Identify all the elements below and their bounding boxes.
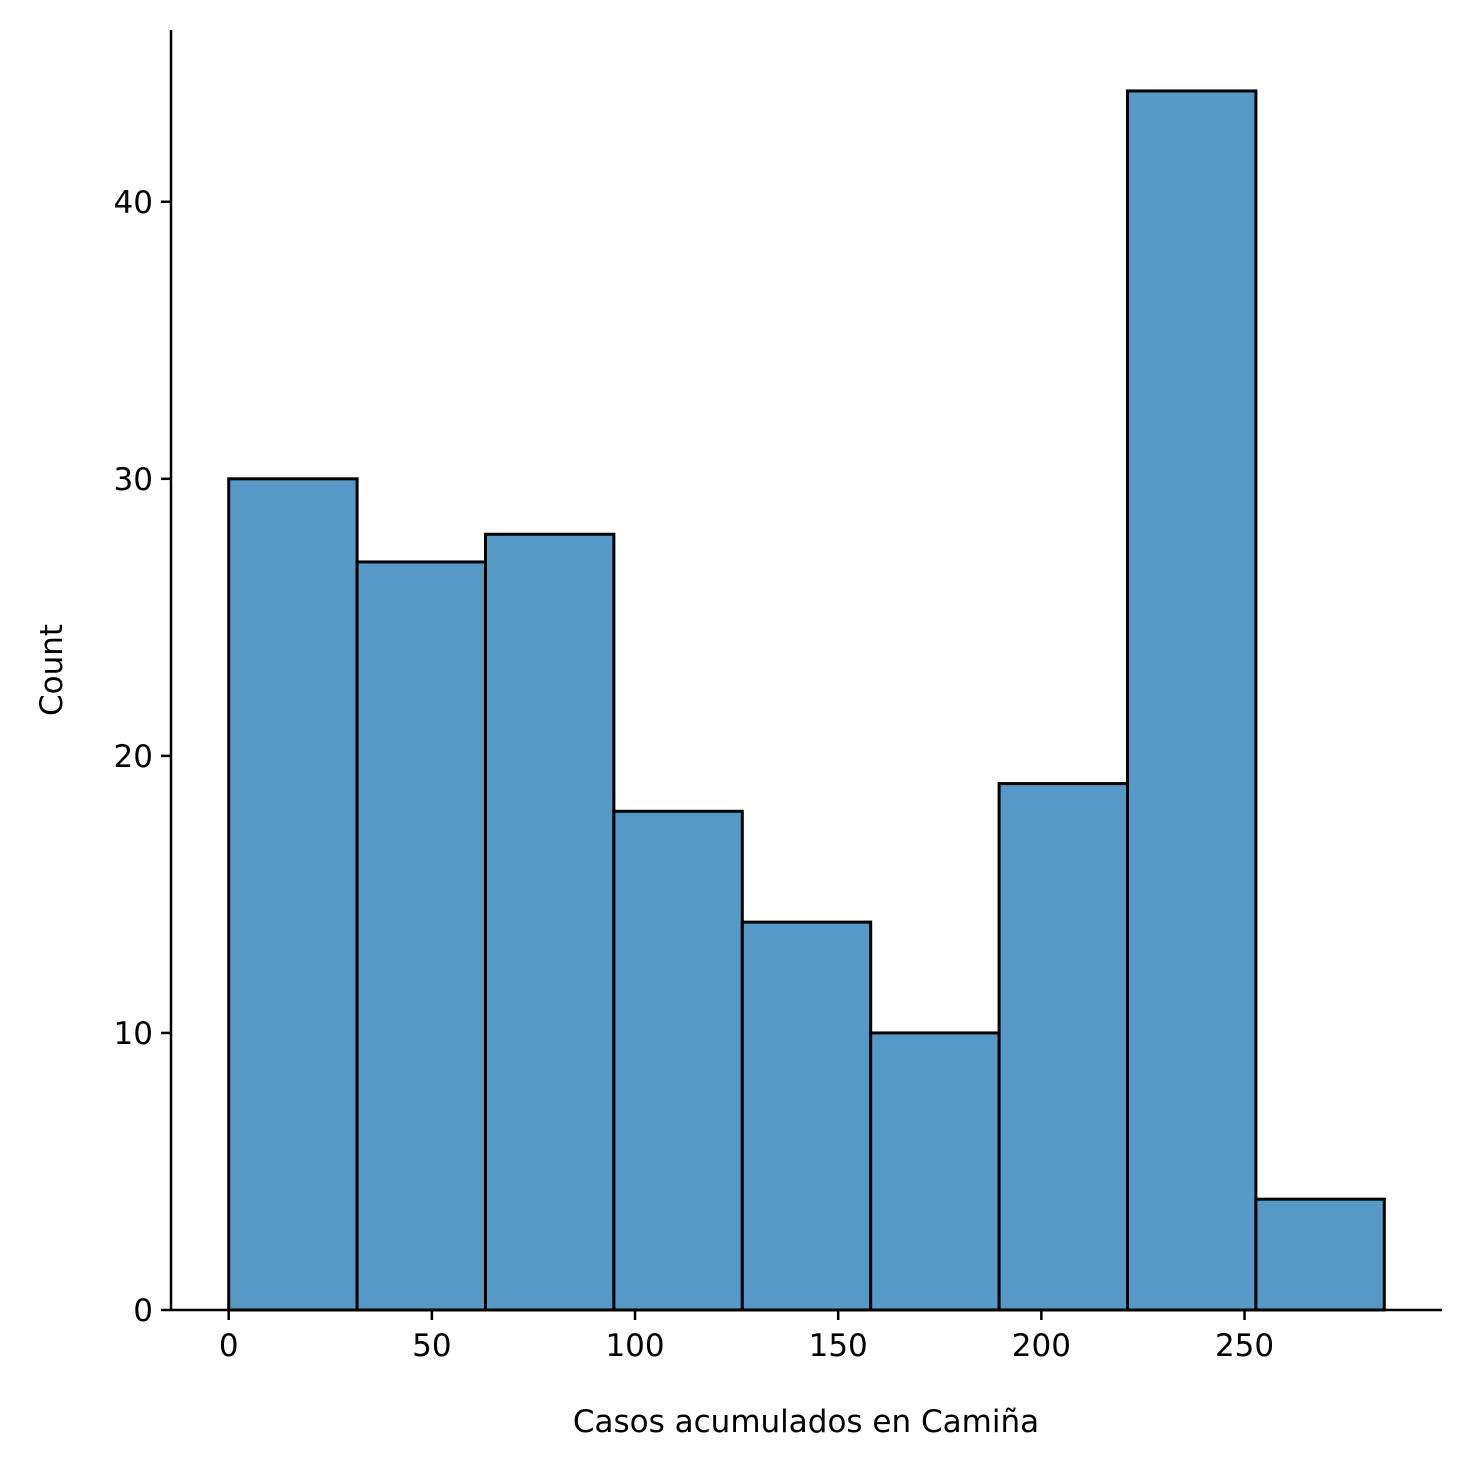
bars-group [227,89,1386,1312]
y-tick-label: 20 [114,739,153,775]
y-ticks-group: 0 10 20 30 40 [114,185,171,1329]
x-tick-label: 250 [1215,1328,1274,1364]
axes-group [169,30,1442,1312]
histogram-bar [227,477,359,1312]
x-tick-label: 0 [219,1328,239,1364]
histogram-bar [612,809,744,1312]
y-tick-label: 0 [133,1293,153,1329]
y-axis-label: Count [34,624,70,716]
x-tick-label: 150 [809,1328,868,1364]
y-tick-label: 10 [114,1016,153,1052]
x-ticks-group: 0 50 100 150 200 250 [219,1310,1274,1364]
histogram-bar [869,1031,1001,1312]
histogram-bar [1126,89,1258,1312]
y-tick-label: 30 [114,462,153,498]
histogram-bar [1254,1197,1386,1312]
histogram-bar [355,560,487,1312]
histogram-bar [483,532,616,1312]
histogram-bar [740,920,873,1312]
x-tick-label: 100 [605,1328,664,1364]
histogram-bar [997,782,1130,1312]
x-tick-label: 50 [412,1328,451,1364]
x-axis-label: Casos acumulados en Camiña [573,1404,1039,1440]
x-tick-label: 200 [1012,1328,1071,1364]
y-tick-label: 40 [114,185,153,221]
